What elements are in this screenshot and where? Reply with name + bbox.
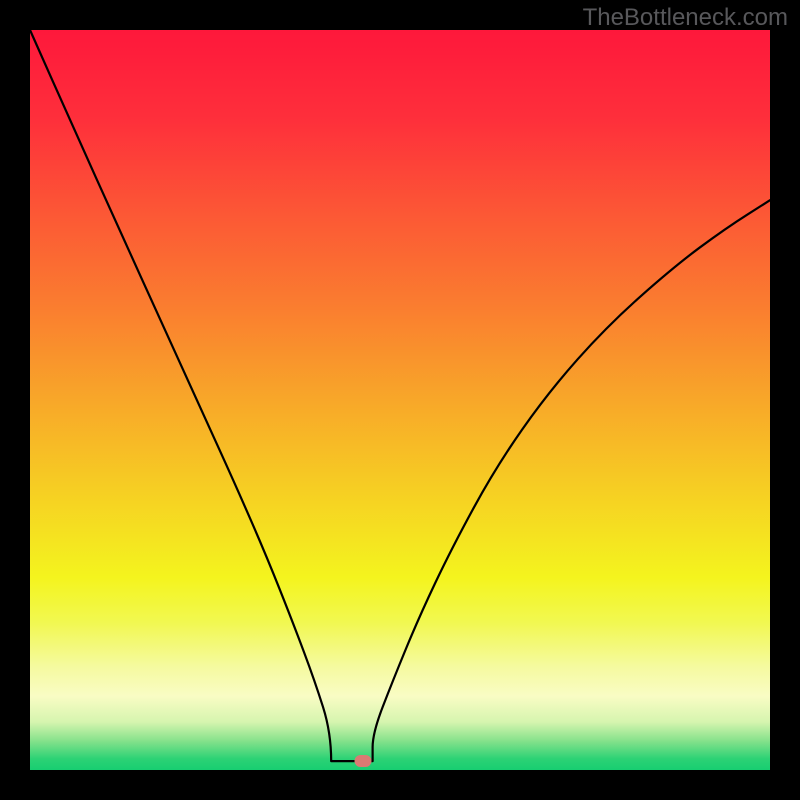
chart-frame: TheBottleneck.com xyxy=(0,0,800,800)
bottleneck-curve xyxy=(0,0,800,800)
optimal-point-marker xyxy=(355,755,372,767)
watermark-text: TheBottleneck.com xyxy=(583,4,788,32)
